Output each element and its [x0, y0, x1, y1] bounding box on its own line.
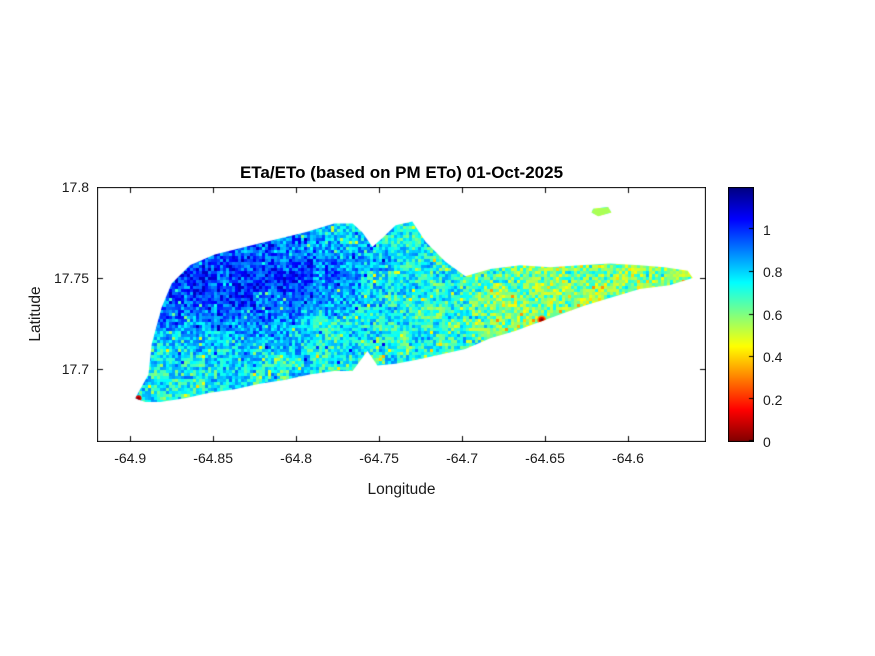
colorbar-tick-label: 1	[763, 221, 771, 238]
x-tick-label: -64.9	[114, 450, 147, 466]
colorbar-canvas	[728, 187, 754, 442]
colorbar-tick-label: 0.6	[763, 306, 783, 323]
colorbar-tick-label: 0.2	[763, 391, 783, 408]
x-tick-label: -64.65	[525, 450, 565, 466]
y-tick-label: 17.75	[53, 270, 89, 287]
x-tick-label: -64.75	[359, 450, 399, 466]
map-heatmap-canvas	[97, 187, 706, 442]
chart-title: ETa/ETo (based on PM ETo) 01-Oct-2025	[239, 163, 564, 182]
x-tick-label: -64.7	[446, 450, 479, 466]
x-tick-label: -64.6	[612, 450, 644, 466]
x-tick-label: -64.8	[280, 450, 313, 466]
y-tick-label: 17.7	[61, 361, 89, 378]
colorbar-tick-label: 0.8	[763, 264, 783, 280]
x-axis-label: Longitude	[367, 481, 436, 498]
colorbar-tick-label: 0.4	[763, 349, 783, 365]
y-tick-label: 17.8	[61, 179, 89, 195]
colorbar-tick-label: 0	[763, 434, 771, 450]
x-tick-label: -64.85	[193, 450, 234, 466]
y-axis-label: Latitude	[27, 286, 44, 342]
